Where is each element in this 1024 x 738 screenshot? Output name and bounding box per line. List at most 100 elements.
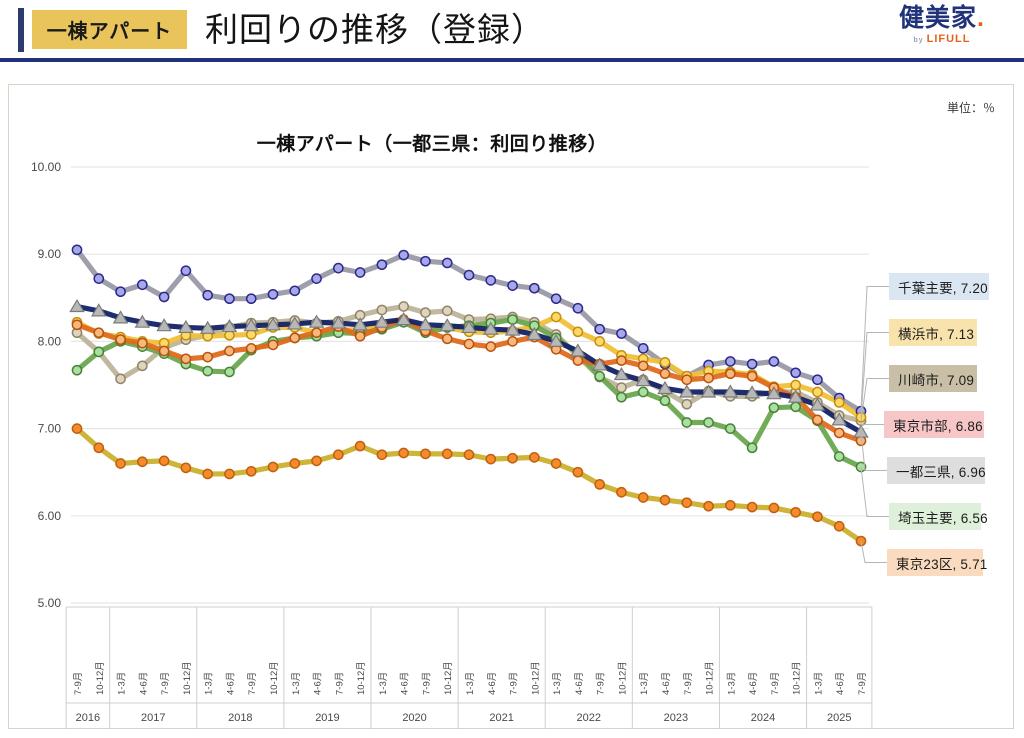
data-point-marker bbox=[224, 293, 235, 305]
x-axis-tick-label: 10-12月 bbox=[95, 661, 106, 695]
x-axis-year-label: 2016 bbox=[76, 712, 100, 724]
data-point-marker bbox=[526, 326, 543, 341]
data-point-marker bbox=[376, 449, 388, 461]
data-point-marker bbox=[528, 282, 540, 294]
data-point-marker bbox=[809, 397, 826, 411]
page-header: 一棟アパート 利回りの推移（登録） 健美家. by LIFULL bbox=[0, 0, 1024, 62]
y-axis-tick-label: 8.00 bbox=[38, 334, 62, 348]
data-point-marker bbox=[439, 318, 455, 332]
legend-leader-line bbox=[860, 332, 889, 418]
data-point-marker bbox=[136, 360, 148, 372]
data-point-marker bbox=[703, 417, 714, 428]
x-axis-tick-label: 4-6月 bbox=[400, 672, 411, 695]
data-point-marker bbox=[679, 384, 695, 398]
data-point-marker bbox=[461, 319, 477, 334]
x-axis-tick-label: 4-6月 bbox=[748, 672, 759, 695]
x-axis-tick-label: 10-12月 bbox=[269, 661, 280, 695]
data-point-marker bbox=[613, 366, 630, 381]
data-point-marker bbox=[136, 337, 148, 349]
data-point-marker bbox=[616, 382, 627, 393]
x-axis-tick-label: 1-3月 bbox=[117, 672, 128, 695]
data-point-marker bbox=[441, 333, 453, 345]
data-point-marker bbox=[243, 318, 259, 332]
legend-label-text: 川崎市, 7.09 bbox=[898, 372, 975, 388]
data-point-marker bbox=[311, 455, 322, 467]
legend-leader-line bbox=[860, 378, 889, 421]
x-axis-tick-label: 4-6月 bbox=[313, 672, 324, 695]
data-point-marker bbox=[395, 312, 412, 326]
x-axis-tick-label: 7-9月 bbox=[247, 672, 258, 695]
data-point-marker bbox=[833, 520, 845, 532]
data-point-marker bbox=[69, 298, 85, 313]
data-point-marker bbox=[724, 356, 736, 367]
data-point-marker bbox=[398, 447, 410, 459]
data-point-marker bbox=[616, 486, 627, 498]
x-axis-tick-label: 1-3月 bbox=[204, 672, 215, 695]
x-axis-tick-label: 10-12月 bbox=[356, 661, 367, 695]
data-point-marker bbox=[483, 321, 499, 335]
data-point-marker bbox=[354, 330, 366, 342]
unit-label: 単位：％ bbox=[946, 101, 995, 115]
data-point-marker bbox=[115, 334, 126, 346]
data-point-marker bbox=[528, 452, 540, 463]
data-point-marker bbox=[659, 395, 671, 407]
x-axis-tick-label: 7-9月 bbox=[770, 672, 781, 695]
data-point-marker bbox=[71, 244, 83, 256]
data-point-marker bbox=[637, 343, 649, 354]
logo-by-text: by bbox=[913, 37, 927, 44]
x-axis-year-label: 2021 bbox=[489, 712, 513, 724]
data-point-marker bbox=[812, 414, 823, 426]
data-point-marker bbox=[637, 492, 649, 503]
chart-svg: 10.00 9.00 8.00 7.00 6.00 5.00 7-9月 10-12月 1-3月 4… bbox=[31, 160, 889, 729]
data-point-marker bbox=[158, 291, 170, 303]
data-point-marker bbox=[507, 336, 518, 347]
data-point-marker bbox=[374, 314, 390, 328]
logo-wordmark: 健美家. bbox=[882, 4, 1002, 32]
data-point-marker bbox=[134, 314, 151, 328]
data-point-marker bbox=[420, 255, 431, 267]
data-point-marker bbox=[115, 458, 126, 469]
x-axis-year-label: 2020 bbox=[402, 712, 426, 724]
data-point-marker bbox=[724, 423, 736, 434]
data-point-marker bbox=[637, 360, 649, 372]
data-point-marker bbox=[463, 269, 475, 281]
x-axis-year-label: 2018 bbox=[228, 712, 252, 724]
data-point-marker bbox=[330, 315, 347, 329]
x-axis-tick-label: 7-9月 bbox=[509, 672, 520, 695]
data-point-marker bbox=[417, 317, 434, 331]
data-point-marker bbox=[376, 259, 388, 271]
data-point-marker bbox=[420, 307, 431, 318]
data-point-marker bbox=[420, 448, 431, 460]
data-point-marker bbox=[722, 384, 739, 398]
data-point-marker bbox=[441, 448, 453, 460]
legend-label-6: 埼玉主要, 6.56 bbox=[889, 503, 988, 530]
data-point-marker bbox=[180, 462, 192, 474]
data-point-marker bbox=[115, 286, 126, 298]
data-point-marker bbox=[441, 257, 453, 269]
data-point-marker bbox=[265, 317, 281, 331]
data-point-marker bbox=[548, 333, 564, 347]
data-point-marker bbox=[308, 314, 325, 328]
kenbiya-logo: 健美家. by LIFULL bbox=[882, 4, 1002, 48]
legend-leader-line bbox=[860, 466, 889, 517]
x-axis-tick-label: 1-3月 bbox=[378, 672, 389, 695]
data-point-marker bbox=[833, 427, 845, 439]
data-point-marker bbox=[768, 502, 780, 514]
x-axis-year-label: 2025 bbox=[827, 712, 851, 724]
x-axis-year-label: 2024 bbox=[751, 712, 775, 724]
legend-leader-line bbox=[860, 286, 889, 412]
data-point-marker bbox=[833, 397, 845, 408]
data-point-marker bbox=[550, 293, 562, 305]
x-axis-tick-label: 1-3月 bbox=[726, 672, 737, 695]
plot-area: 10.00 9.00 8.00 7.00 6.00 5.00 7-9月 10-12月 1-3月 4… bbox=[9, 85, 1015, 730]
data-point-marker bbox=[93, 442, 105, 454]
x-axis-year-label: 2023 bbox=[664, 712, 688, 724]
data-point-marker bbox=[746, 370, 758, 382]
x-axis-tick-label: 4-6月 bbox=[835, 672, 846, 695]
data-point-marker bbox=[158, 345, 170, 357]
x-axis-tick-label: 4-6月 bbox=[574, 672, 585, 695]
logo-brand-text: LIFULL bbox=[926, 33, 971, 45]
legend-label-7: 東京23区, 5.71 bbox=[887, 549, 987, 576]
data-point-marker bbox=[550, 311, 562, 323]
data-point-marker bbox=[71, 423, 83, 434]
